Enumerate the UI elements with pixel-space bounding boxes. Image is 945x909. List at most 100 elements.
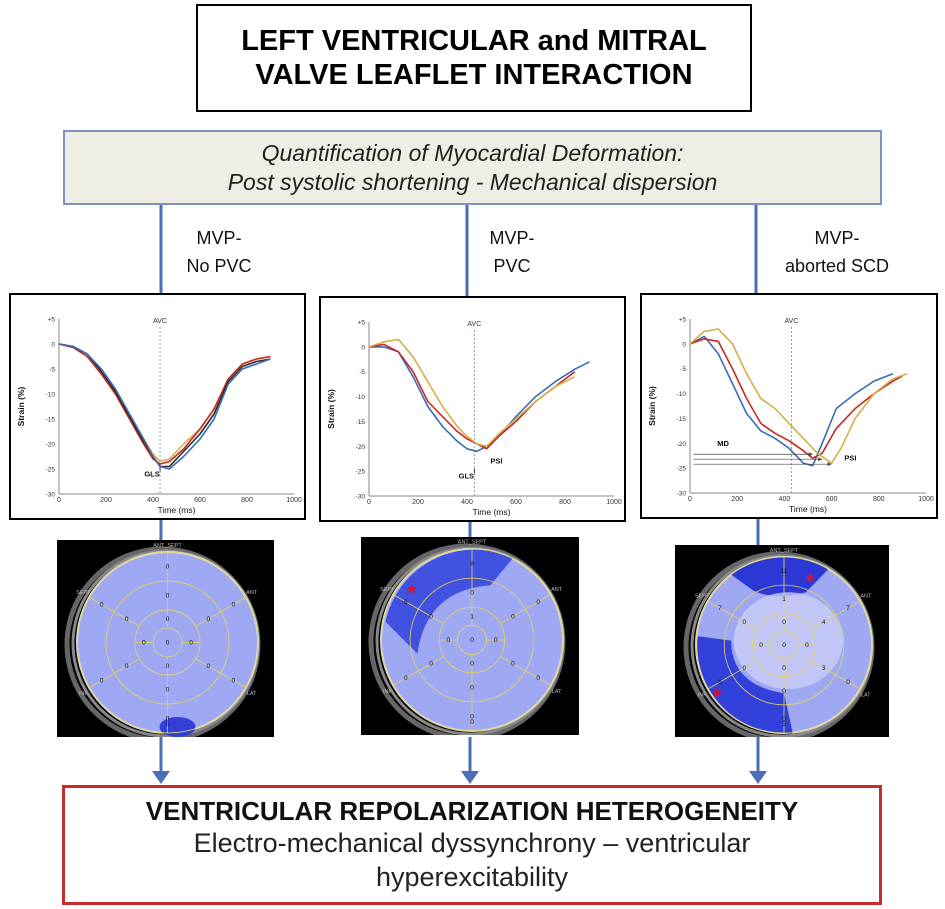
y-tick-label: +5: [358, 320, 366, 327]
bullseye-spoke: [88, 658, 140, 689]
strain-curve: [369, 346, 590, 453]
bullseye-value: 0: [404, 675, 408, 682]
strain-curve: [58, 343, 271, 465]
bullseye-value: 0: [743, 619, 747, 626]
bullseye-segment-label: SEPT: [695, 594, 710, 600]
y-tick-label: -20: [677, 441, 687, 448]
strain-curve: [689, 328, 908, 464]
bullseye-value: 6: [404, 599, 408, 606]
strain-chart-3: +50-5-10-15-20-25-300 200 400 600 800 1000AVC…: [647, 317, 934, 515]
x-tick-label: 1000: [918, 496, 934, 503]
bullseye-value: 0: [805, 642, 809, 649]
asterisk-marker-icon: *: [408, 581, 417, 606]
avc-label: AVC: [785, 318, 799, 325]
bullseye-value: 6: [718, 679, 722, 686]
bullseye-value: 0: [166, 592, 170, 599]
x-tick-label: 200: [100, 497, 112, 504]
bullseye-value: 0: [447, 637, 451, 644]
strain-curve: [58, 343, 271, 468]
y-tick-label: -15: [356, 419, 366, 426]
strain-curve: [368, 343, 576, 450]
x-tick-label: 200: [412, 499, 424, 506]
bullseye-value: 0: [759, 642, 763, 649]
y-axis-title: Strain (%): [647, 386, 657, 426]
gls-label: GLS: [459, 472, 474, 481]
x-tick-label: 1000: [606, 499, 622, 506]
bullseye-segment-label: LAT: [247, 691, 257, 697]
quantification-box: Quantification of Myocardial Deformation…: [63, 130, 882, 205]
bullseye-value: 0: [206, 616, 210, 623]
y-tick-label: -30: [356, 494, 366, 501]
psi-label: PSI: [490, 457, 502, 466]
x-tick-label: 600: [510, 499, 522, 506]
bullseye-segment-label: INF: [79, 691, 89, 697]
gls-label: GLS: [144, 470, 159, 479]
bullseye-value: 3: [822, 665, 826, 672]
bullseye-spoke: [500, 656, 552, 686]
bullseye-spoke: [392, 656, 444, 686]
x-tick-label: 200: [731, 496, 743, 503]
y-tick-label: -10: [46, 392, 56, 399]
bullseye-value: 4: [822, 619, 826, 626]
bullseye-segment-label: SEPT: [76, 590, 91, 596]
x-tick-label: 400: [461, 499, 473, 506]
bullseye-value: 0: [206, 663, 210, 670]
arrow-down-icon: [461, 771, 479, 784]
bullseye-value: 8: [470, 561, 474, 568]
y-axis-title: Strain (%): [326, 389, 336, 429]
bullseye-value: 0: [511, 661, 515, 668]
strain-chart-panel-2: +5 0 -5 -10 -15 -20 -25 -30 0 200 400 600 800 1000 AVC…: [319, 296, 626, 522]
title-line-1: LEFT VENTRICULAR and MITRAL: [241, 25, 707, 57]
x-tick-label: 600: [826, 496, 838, 503]
bullseye-segment-label: ANT_SEPT: [770, 548, 799, 554]
bullseye-spoke: [811, 660, 861, 690]
bullseye-value: 0: [470, 684, 474, 691]
group-label-line: aborted SCD: [784, 256, 890, 276]
y-axis-title: Strain (%): [16, 386, 26, 426]
bullseye-spoke: [195, 658, 247, 689]
bullseye-segment-label: INF: [383, 689, 393, 695]
x-axis-title: Time (ms): [473, 507, 511, 517]
bullseye-svg-2: ANT_SEPTANTLATPOSTINFSEPT800006000000100…: [368, 540, 566, 742]
title-line-2: VALVE LEAFLET INTERACTION: [255, 59, 693, 91]
bullseye-spoke: [195, 596, 247, 627]
dark-blue-region: [159, 717, 196, 737]
y-tick-label: -5: [359, 369, 365, 376]
bullseye-value: 1: [470, 613, 474, 620]
strain-curve: [58, 343, 271, 470]
bullseye-value: 11: [781, 568, 788, 575]
bullseye-value: 0: [429, 613, 433, 620]
bullseye-value: 0: [166, 616, 170, 623]
bullseye-value: 1: [782, 596, 786, 603]
dark-blue-region: [731, 557, 828, 597]
bullseye-spoke: [88, 596, 140, 627]
arrow-down-icon: [749, 771, 767, 784]
y-tick-label: 0: [682, 341, 686, 348]
bullseye-spoke: [500, 594, 552, 624]
bullseye-value: 0: [782, 688, 786, 695]
y-tick-label: 0: [51, 342, 55, 349]
bullseye-value: 0: [846, 679, 850, 686]
bullseye-value: 0: [142, 640, 146, 647]
bullseye-value: 0: [782, 665, 786, 672]
bullseye-value: 0: [166, 687, 170, 694]
strain-curve: [689, 335, 894, 467]
x-tick-label: 0: [688, 496, 692, 503]
light-region: [733, 592, 843, 689]
bullseye-value: 0: [511, 613, 515, 620]
md-label: MD: [717, 439, 729, 448]
group-label-line: MVP-: [489, 228, 535, 248]
bullseye-value: 7: [718, 605, 722, 612]
bullseye-value: 0: [470, 637, 474, 644]
bullseye-value: 0: [494, 637, 498, 644]
bullseye-svg-1: ANT_SEPTANTLATPOSTINFSEPT000000000000000…: [64, 543, 261, 744]
quantification-line-2: Post systolic shortening - Mechanical di…: [227, 168, 718, 195]
y-tick-label: 0: [361, 344, 365, 351]
x-tick-label: 400: [779, 496, 791, 503]
strain-curve: [368, 338, 576, 448]
bullseye-value: 0: [782, 716, 786, 723]
md-arrowhead: [818, 457, 823, 462]
x-tick-label: 800: [241, 497, 253, 504]
bullseye-spoke: [707, 660, 757, 690]
x-tick-label: 800: [873, 496, 885, 503]
